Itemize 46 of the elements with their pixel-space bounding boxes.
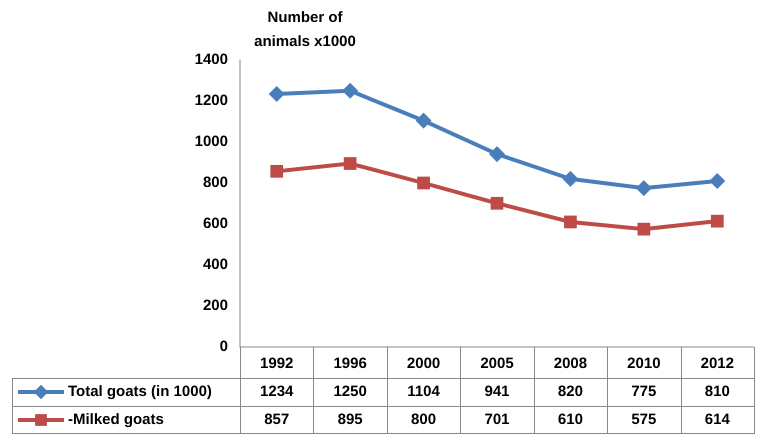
point — [490, 196, 504, 210]
point — [564, 216, 577, 228]
y-tick-label: 600 — [202, 215, 228, 232]
data-label: 610 — [558, 411, 583, 428]
point — [636, 180, 652, 196]
x-tick-label: 2005 — [480, 355, 514, 372]
y-tick-label: 200 — [202, 297, 228, 314]
data-label: 575 — [631, 411, 656, 428]
x-tick-label: 1996 — [333, 355, 367, 372]
data-label: 775 — [631, 383, 656, 400]
y-tick-label: 1200 — [194, 92, 228, 110]
legend-label: -Milked goats — [68, 411, 164, 428]
data-label: 895 — [338, 411, 363, 428]
data-label: 820 — [558, 383, 583, 400]
data-label: 1250 — [333, 383, 367, 400]
point — [268, 86, 285, 102]
point — [637, 222, 650, 236]
data-label: 800 — [411, 411, 436, 428]
point — [417, 176, 430, 190]
point — [710, 214, 724, 228]
x-tick-label: 2008 — [554, 355, 588, 372]
y-tick-label: 1400 — [194, 51, 228, 68]
y-tick-label: 1000 — [194, 133, 228, 150]
y-tick-label: 400 — [202, 256, 228, 274]
point — [416, 112, 432, 129]
data-label: 857 — [264, 411, 290, 428]
y-axis-title: Number of animals x1000 — [254, 9, 356, 50]
data-label: 810 — [704, 383, 730, 400]
data-label: 1234 — [260, 383, 294, 400]
point — [709, 172, 726, 189]
point — [342, 82, 358, 99]
point — [270, 164, 284, 178]
legend-label: Total goats (in 1000) — [68, 383, 212, 400]
x-tick-label: 2000 — [406, 355, 440, 372]
x-tick-label: 2010 — [627, 355, 661, 372]
y-tick-label: 800 — [202, 174, 228, 192]
data-label: 941 — [484, 383, 510, 400]
point — [562, 170, 578, 187]
x-tick-label: 1992 — [260, 355, 294, 372]
x-tick-label: 2012 — [700, 355, 734, 372]
point — [344, 157, 357, 170]
data-label: 1104 — [407, 383, 440, 400]
data-label: 614 — [704, 411, 730, 428]
data-label: 701 — [484, 411, 510, 428]
y-tick-label: 0 — [220, 338, 228, 356]
point — [489, 146, 505, 162]
